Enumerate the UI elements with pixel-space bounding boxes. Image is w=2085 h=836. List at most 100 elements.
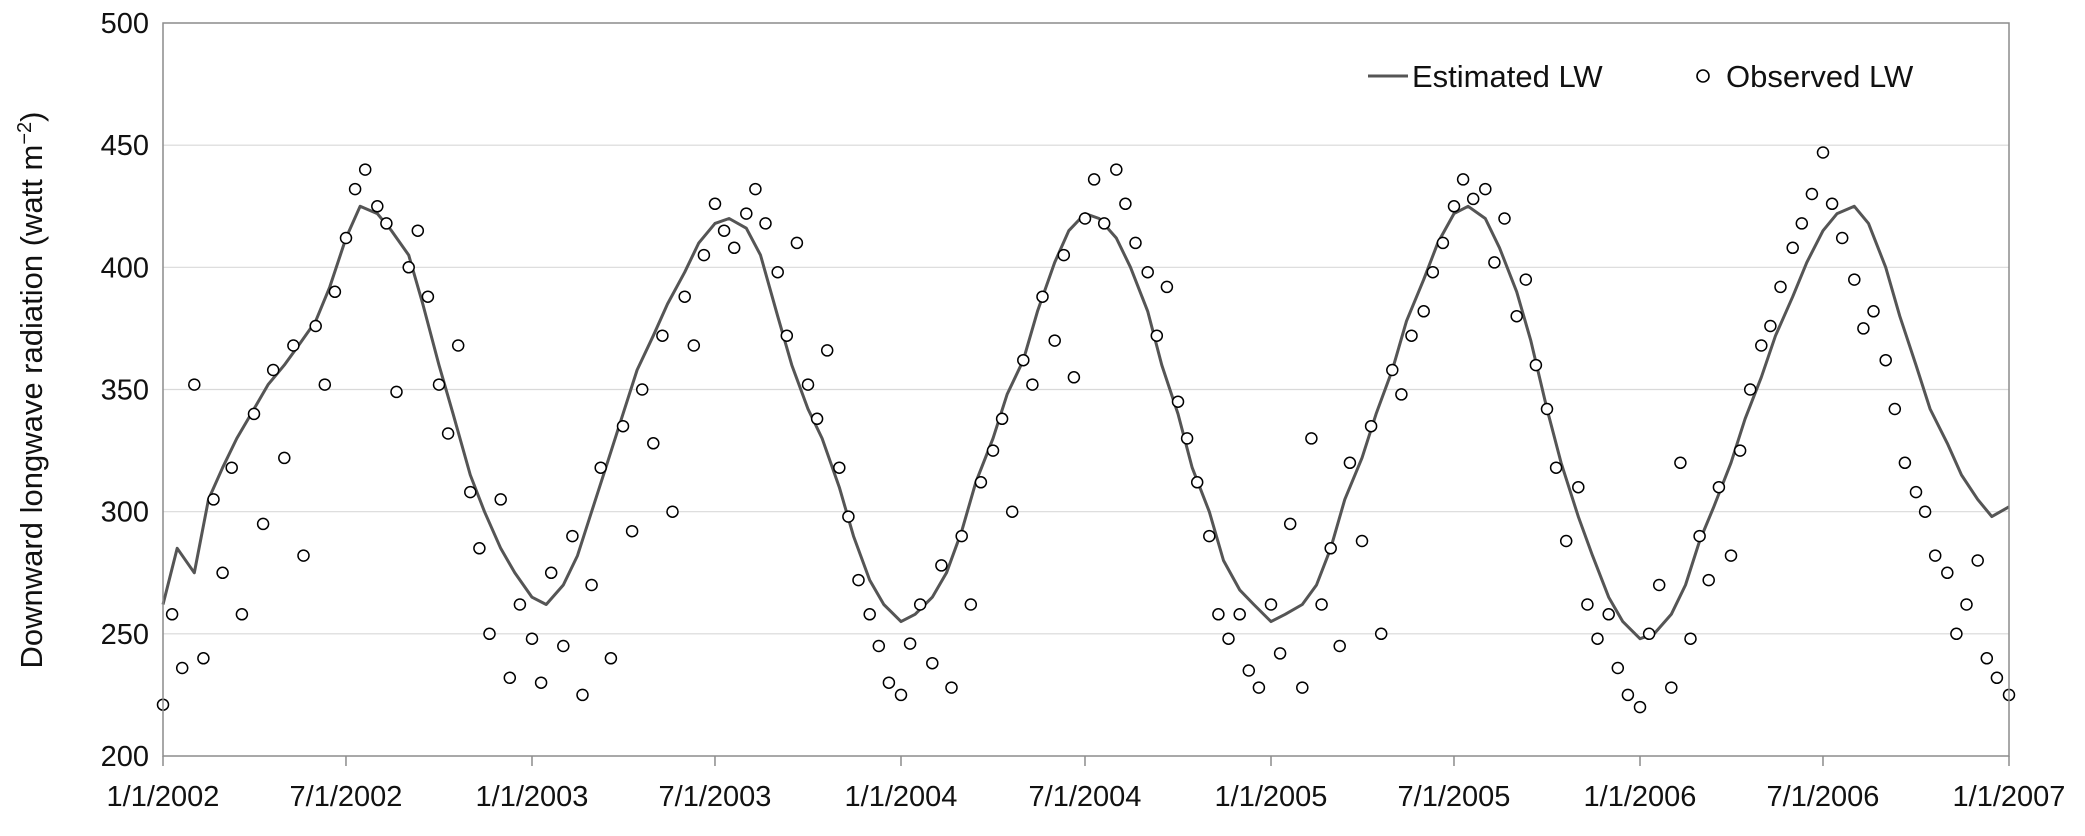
observed-lw-point [1755,339,1768,352]
observed-lw-point [1805,187,1819,201]
observed-lw-point [1436,236,1450,250]
observed-lw-point [207,493,220,506]
legend-marker-swatch [1696,69,1710,83]
observed-lw-point [1724,549,1738,562]
observed-lw-point [1909,485,1923,499]
observed-lw-point [421,290,435,303]
observed-lw-point [197,652,210,665]
observed-lw-point [256,517,270,531]
observed-lw-point [175,661,189,675]
observed-lw-point [1549,461,1563,474]
observed-lw-point [432,378,446,391]
observed-lw-point [1743,383,1757,396]
observed-lw-point [935,559,948,572]
observed-lw-point [188,378,201,391]
observed-lw-point [339,231,353,245]
observed-lw-point [1026,378,1039,391]
observed-lw-point [1498,212,1511,225]
observed-lw-point [986,444,1000,457]
observed-lw-point [358,163,372,176]
observed-lw-point [656,329,669,342]
observed-lw-point [1764,319,1777,333]
observed-lw-point [1960,598,1973,611]
observed-lw-point [1774,280,1787,294]
x-tick-label: 1/1/2006 [1584,781,1697,813]
observed-lw-point [1581,598,1594,611]
y-axis-title: Downward longwave radiation (watt m−2) [14,112,49,669]
x-tick-label: 1/1/2005 [1215,781,1328,813]
observed-lw-point [820,344,834,357]
observed-lw-point [1602,608,1615,621]
x-tick-label: 1/1/2007 [1953,781,2066,813]
observed-lw-point [1386,363,1399,377]
observed-lw-point [1621,688,1635,702]
observed-lw-point [1941,566,1954,580]
observed-lw-point [566,529,579,543]
observed-lw-point [1190,476,1204,489]
x-tick-label: 7/1/2006 [1767,781,1880,813]
observed-lw-point [1036,290,1049,303]
observed-lw-point [759,217,772,230]
observed-lw-point [1990,671,2004,685]
observed-lw-point [380,217,393,230]
observed-lw-point [297,549,310,562]
observed-lw-point [483,627,496,641]
y-axis-title-superscript: −2 [14,122,36,145]
observed-lw-point [894,688,908,702]
y-tick-label: 300 [101,497,149,529]
observed-lw-point [1273,647,1287,660]
observed-lw-point [717,224,731,237]
observed-lw-point [278,451,291,465]
estimated-lw-series [161,204,2010,641]
observed-lw-point [635,383,649,396]
observed-lw-point [1067,371,1081,384]
y-tick-label: 500 [101,8,149,40]
observed-lw-point [625,524,639,538]
x-tick-label: 1/1/2003 [476,781,589,813]
observed-lw-point [402,261,415,274]
observed-lw-point [995,412,1009,426]
observed-lw-point [1017,353,1030,367]
observed-lw-point [1529,358,1543,372]
observed-lw-point [1150,329,1164,342]
observed-lw-point [1665,681,1678,694]
observed-lw-point [964,598,978,611]
observed-lw-point [165,608,179,621]
observed-lw-point [1712,480,1726,494]
observed-lw-point [534,676,548,689]
observed-lw-point [1733,444,1747,457]
observed-lw-series [156,146,2016,714]
observed-lw-point [441,427,455,440]
observed-lw-point [1510,309,1523,323]
observed-lw-point [708,197,722,211]
observed-lw-point [1048,334,1061,347]
estimated-lw-line [161,204,2010,641]
observed-lw-point [955,529,968,543]
legend: Estimated LW Observed LW [1368,59,1914,94]
observed-lw-point [225,461,238,474]
x-axis-ticks: 1/1/2002 7/1/2002 1/1/2003 7/1/2003 1/1/2004… [107,756,2066,813]
observed-lw-point [852,573,865,587]
observed-lw-point [247,407,261,421]
observed-lw-point [1180,432,1194,445]
observed-lw-point [678,290,691,303]
x-tick-label: 7/1/2002 [290,781,403,813]
observed-lw-point [616,419,630,433]
observed-lw-point [1572,480,1585,494]
observed-lw-point [1456,173,1470,186]
observed-lw-point [801,378,815,391]
observed-lw-point [1160,280,1174,294]
y-tick-label: 400 [101,252,149,284]
observed-lw-point [1333,639,1346,653]
observed-lw-point [666,505,679,518]
observed-lw-point [1078,212,1092,225]
observed-lw-point [544,566,558,580]
observed-lw-point [1488,256,1501,269]
observed-lw-point [451,339,465,352]
observed-lw-point [1129,236,1142,250]
observed-lw-point [473,542,486,555]
observed-lw-point [872,639,886,653]
observed-lw-point [309,319,322,333]
observed-lw-point [863,608,876,621]
